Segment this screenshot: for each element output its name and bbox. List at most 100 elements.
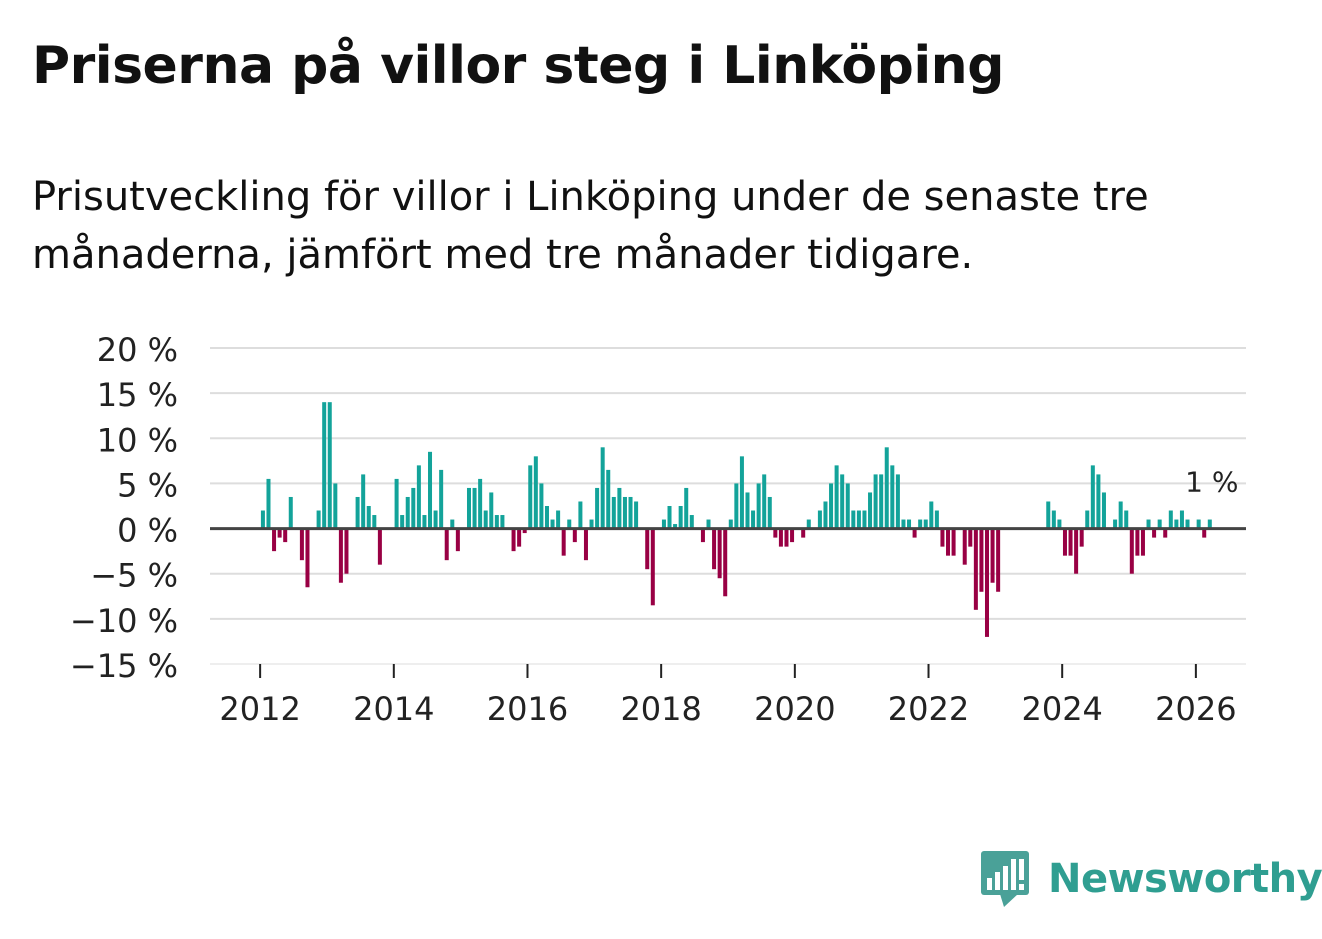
bar (628, 496, 633, 529)
bar (751, 510, 756, 529)
bar (673, 524, 678, 529)
bar-chart: 20 % 15 % 10 % 5 % 0 % −5 % −10 % −15 % 2012 2014… (70, 331, 1246, 728)
bar (1124, 510, 1129, 529)
bar (322, 402, 327, 529)
bar (1113, 519, 1118, 529)
newsworthy-logo: Newsworthy (980, 848, 1322, 910)
grid-lines (210, 347, 1246, 665)
bar (483, 510, 488, 529)
bar (333, 483, 338, 529)
bar (622, 496, 627, 529)
x-tick-label: 2016 (487, 690, 568, 728)
chart-title: Priserna på villor steg i Linköping (32, 36, 1004, 96)
bar (745, 492, 750, 529)
bar (578, 501, 583, 529)
bar (840, 474, 845, 529)
bar (428, 451, 433, 529)
bar (767, 496, 772, 529)
bar (283, 528, 288, 543)
bar-chart-logo-icon (981, 851, 1029, 907)
brand-name: Newsworthy (1048, 856, 1322, 902)
bar (645, 528, 650, 570)
bar (907, 519, 912, 529)
bar (1157, 519, 1162, 529)
bar (990, 528, 995, 583)
bar (377, 528, 382, 565)
y-tick-label: −15 % (70, 647, 178, 685)
last-value-annotation: 1 % (1185, 466, 1238, 499)
bar (444, 528, 449, 561)
bar (868, 492, 873, 529)
bar (890, 465, 895, 529)
bar (1046, 501, 1051, 529)
bar (478, 478, 483, 529)
bar (1207, 519, 1212, 529)
bar (918, 519, 923, 529)
bar (1062, 528, 1067, 556)
bar (439, 469, 444, 529)
bar (316, 510, 321, 529)
bar (522, 528, 527, 534)
x-tick-label: 2014 (353, 690, 434, 728)
axes (210, 527, 1246, 678)
bar (394, 478, 399, 529)
bar (912, 528, 917, 538)
bar (851, 510, 856, 529)
bar (667, 506, 672, 529)
bar (1202, 528, 1207, 538)
bar (1057, 519, 1062, 529)
bar (968, 528, 973, 547)
bar (344, 528, 349, 574)
y-tick-label: 20 % (97, 331, 178, 369)
y-tick-label: 5 % (117, 466, 178, 504)
y-tick-label: 10 % (97, 421, 178, 459)
bar (884, 447, 889, 529)
bar (288, 496, 293, 529)
bar (405, 496, 410, 529)
bar (606, 469, 611, 529)
bar (556, 510, 561, 529)
bar (266, 478, 271, 529)
bar (583, 528, 588, 561)
bar (979, 528, 984, 592)
bar (466, 487, 471, 529)
bar (494, 515, 499, 529)
bar (611, 496, 616, 529)
bar (951, 528, 956, 556)
bar (879, 474, 884, 529)
bar (299, 528, 304, 561)
bar (1074, 528, 1079, 574)
bar (1135, 528, 1140, 556)
bar (823, 501, 828, 529)
bar (489, 492, 494, 529)
bar (829, 483, 834, 529)
bar (1101, 492, 1106, 529)
bar (801, 528, 806, 538)
bar (634, 501, 639, 529)
bar (650, 528, 655, 606)
bar (600, 447, 605, 529)
bar (784, 528, 789, 547)
bar (366, 506, 371, 529)
bar (684, 487, 689, 529)
bar (422, 515, 427, 529)
bar (946, 528, 951, 556)
bar (984, 528, 989, 637)
bar (561, 528, 566, 556)
bar (595, 487, 600, 529)
bar (962, 528, 967, 565)
bar (533, 456, 538, 529)
bar (416, 465, 421, 529)
bar (1129, 528, 1134, 574)
bar (1168, 510, 1173, 529)
bar (1051, 510, 1056, 529)
bar (1163, 528, 1168, 538)
x-tick-label: 2024 (1021, 690, 1102, 728)
bar (901, 519, 906, 529)
bar (717, 528, 722, 579)
bar (511, 528, 516, 552)
bar (472, 487, 477, 529)
bar (589, 519, 594, 529)
bar (338, 528, 343, 583)
bar (1085, 510, 1090, 529)
